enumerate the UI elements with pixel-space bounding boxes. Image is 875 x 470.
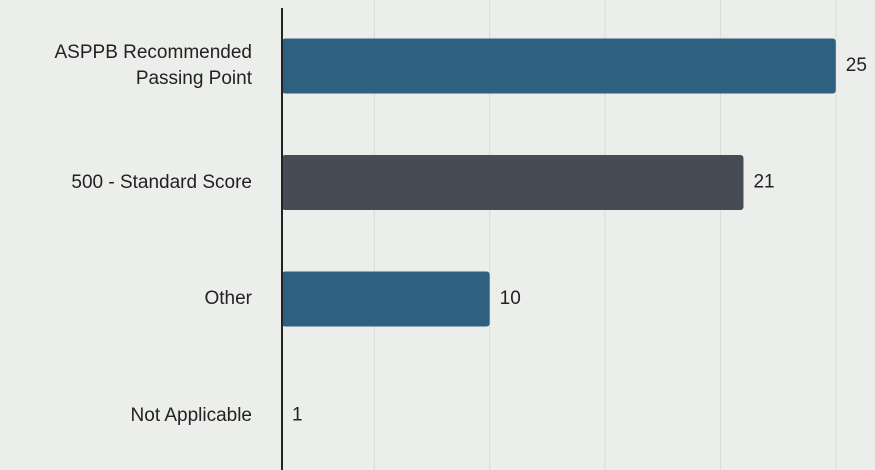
value-label: 10 <box>500 288 521 309</box>
category-label: ASPPB Recommended Passing Point <box>54 42 253 89</box>
category-label: 500 - Standard Score <box>71 171 252 193</box>
value-label: 21 <box>753 172 774 193</box>
bar <box>282 155 744 210</box>
category-label: Other <box>204 288 252 309</box>
bar <box>282 38 836 94</box>
bar <box>282 271 490 327</box>
value-label: 25 <box>846 55 867 76</box>
value-label: 1 <box>292 405 303 426</box>
category-label: Not Applicable <box>130 404 252 426</box>
